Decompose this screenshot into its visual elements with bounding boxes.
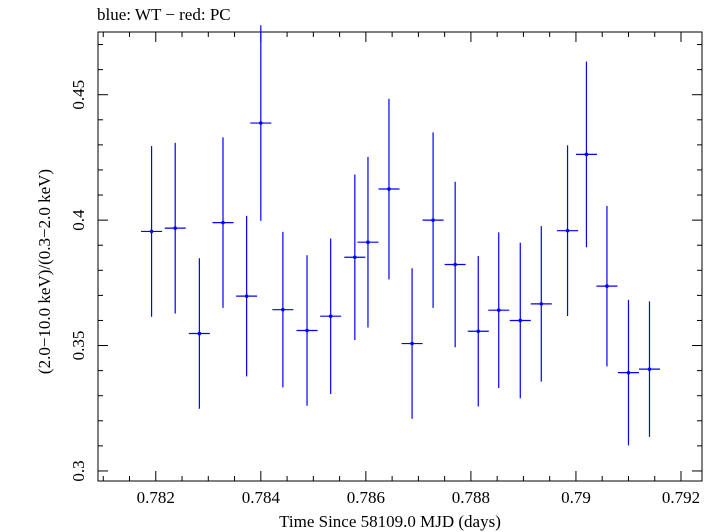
data-point bbox=[250, 25, 272, 221]
data-marker bbox=[387, 187, 391, 191]
chart-title: blue: WT − red: PC bbox=[97, 5, 231, 24]
data-point bbox=[530, 226, 552, 382]
data-marker bbox=[431, 218, 435, 222]
data-point bbox=[272, 231, 294, 388]
x-axis-label: Time Since 58109.0 MJD (days) bbox=[279, 512, 501, 531]
data-point bbox=[617, 299, 639, 446]
data-point bbox=[488, 232, 510, 388]
data-point bbox=[378, 98, 400, 280]
plot-frame bbox=[97, 31, 703, 482]
x-tick-label: 0.782 bbox=[137, 488, 175, 507]
x-tick-label: 0.786 bbox=[347, 488, 385, 507]
data-point bbox=[164, 142, 186, 314]
data-marker bbox=[244, 294, 249, 298]
data-marker bbox=[173, 226, 178, 230]
x-tick-label: 0.788 bbox=[452, 488, 490, 507]
data-point bbox=[212, 137, 234, 308]
data-point bbox=[401, 268, 423, 419]
data-point bbox=[141, 146, 163, 317]
data-point bbox=[638, 301, 660, 437]
data-marker bbox=[647, 367, 652, 371]
x-tick-label: 0.792 bbox=[662, 488, 700, 507]
data-point bbox=[357, 156, 379, 328]
data-marker bbox=[410, 341, 414, 346]
data-marker bbox=[565, 228, 570, 233]
data-marker bbox=[453, 262, 457, 267]
y-tick-label: 0.35 bbox=[69, 331, 88, 361]
data-marker bbox=[221, 220, 225, 225]
data-point bbox=[467, 255, 489, 407]
data-point bbox=[320, 238, 342, 394]
data-marker bbox=[605, 284, 609, 288]
data-marker bbox=[584, 152, 589, 157]
data-point bbox=[575, 61, 597, 248]
data-marker bbox=[305, 328, 309, 333]
data-point bbox=[296, 255, 318, 406]
y-tick-label: 0.4 bbox=[69, 209, 88, 231]
data-marker bbox=[149, 229, 154, 234]
data-marker bbox=[496, 308, 501, 312]
data-marker bbox=[259, 121, 263, 125]
data-point bbox=[188, 258, 210, 409]
data-marker bbox=[476, 329, 481, 334]
x-tick-label: 0.79 bbox=[561, 488, 591, 507]
data-point bbox=[344, 174, 366, 341]
data-point bbox=[444, 181, 466, 348]
data-point bbox=[509, 242, 531, 399]
y-axis-label: (2.0−10.0 keV)/(0.3−2.0 keV) bbox=[35, 169, 54, 374]
y-tick-label: 0.45 bbox=[69, 80, 88, 110]
data-marker bbox=[328, 314, 333, 318]
data-marker bbox=[197, 331, 202, 336]
data-point bbox=[596, 205, 618, 367]
data-marker bbox=[539, 302, 544, 306]
y-tick-label: 0.3 bbox=[69, 460, 88, 481]
data-marker bbox=[626, 370, 631, 375]
data-marker bbox=[518, 318, 523, 323]
data-marker bbox=[366, 240, 370, 245]
data-point bbox=[557, 145, 579, 316]
data-marker bbox=[281, 307, 285, 312]
data-marker bbox=[353, 255, 357, 260]
x-tick-label: 0.784 bbox=[242, 488, 281, 507]
data-point bbox=[236, 215, 258, 377]
data-point bbox=[422, 132, 444, 308]
